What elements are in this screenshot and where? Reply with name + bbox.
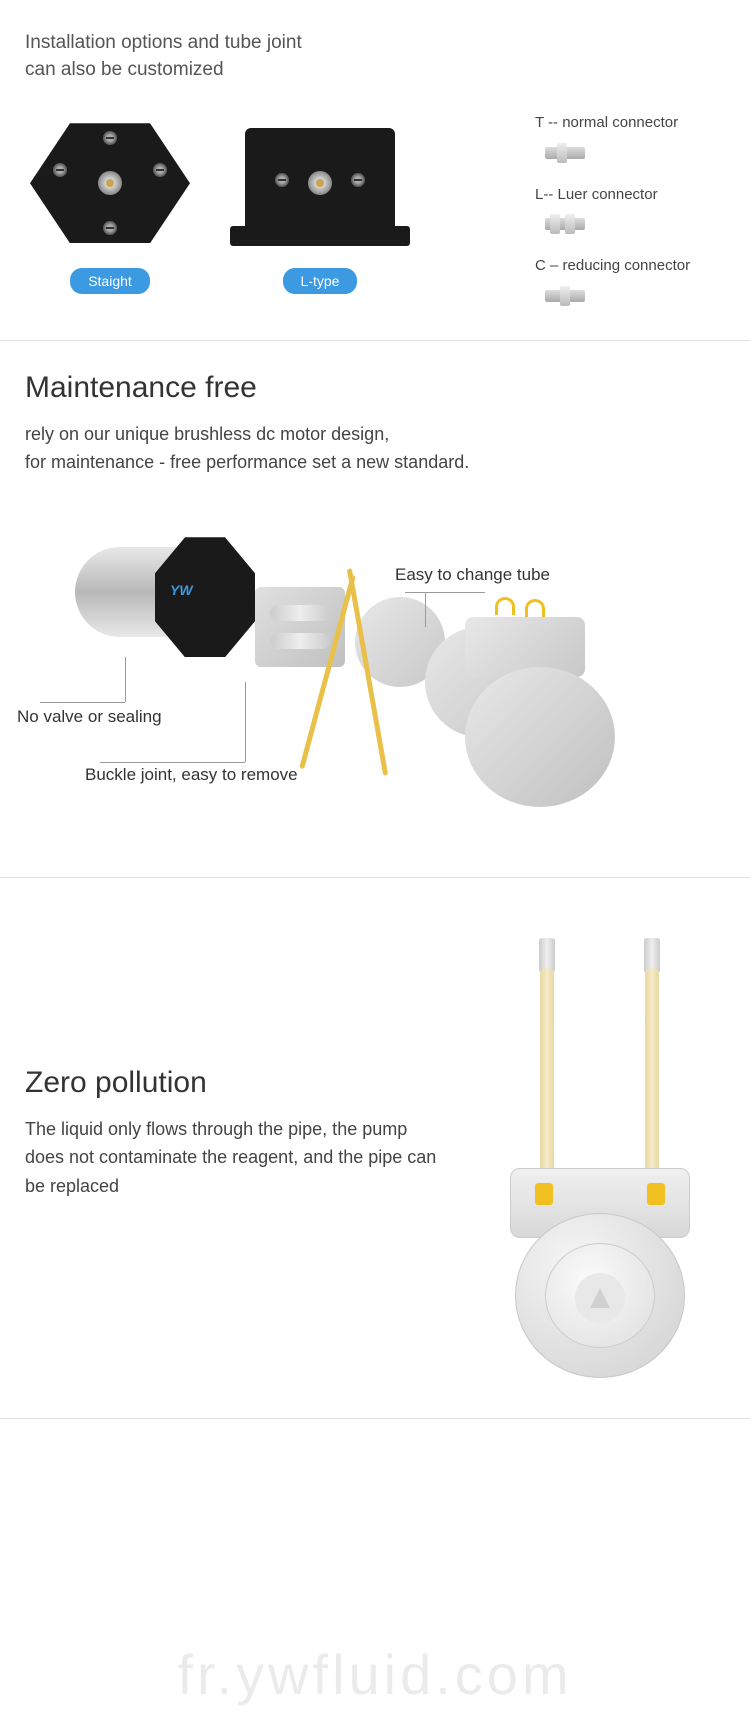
pump-ltype-shape — [235, 113, 405, 253]
install-row: Staight L-type T -- normal connector — [25, 113, 725, 310]
connector-t-label: T -- normal connector — [535, 113, 725, 133]
pump-options: Staight L-type — [25, 113, 505, 310]
callout-line — [405, 592, 485, 593]
callout-line — [100, 762, 245, 763]
connector-c: C – reducing connector — [535, 256, 725, 310]
connector-list: T -- normal connector L-- Luer connector… — [535, 113, 725, 310]
install-header-line1: Installation options and tube joint — [25, 30, 725, 57]
connector-t: T -- normal connector — [535, 113, 725, 167]
exploded-diagram: YW No valve or sealing Buckle joint, eas… — [25, 507, 725, 847]
maintenance-desc-line2: for maintenance - free performance set a… — [25, 448, 725, 477]
zero-title: Zero pollution — [25, 1066, 445, 1100]
callout-change-tube: Easy to change tube — [395, 565, 550, 585]
maintenance-desc: rely on our unique brushless dc motor de… — [25, 420, 725, 478]
ltype-base — [230, 226, 410, 246]
ltype-body — [245, 128, 395, 238]
zero-row: Zero pollution The liquid only flows thr… — [25, 908, 725, 1388]
connector-l: L-- Luer connector — [535, 185, 725, 239]
connector-c-icon — [535, 282, 595, 310]
pump-ltype: L-type — [235, 113, 405, 310]
brand-logo: YW — [170, 582, 193, 598]
installation-section: Installation options and tube joint can … — [0, 0, 750, 341]
clip-icon — [525, 599, 545, 617]
connector-c-label: C – reducing connector — [535, 256, 725, 276]
pump-ltype-label: L-type — [283, 268, 358, 294]
pump-body-icon — [465, 667, 615, 807]
clip-icon — [647, 1183, 665, 1205]
zero-pollution-section: Zero pollution The liquid only flows thr… — [0, 878, 750, 1419]
connector-l-label: L-- Luer connector — [535, 185, 725, 205]
callout-buckle: Buckle joint, easy to remove — [85, 765, 298, 785]
pump-product-image — [475, 938, 725, 1358]
clip-icon — [535, 1183, 553, 1205]
callout-line — [425, 592, 426, 627]
pump-straight-shape — [25, 113, 195, 253]
callout-line — [125, 657, 126, 702]
callout-line — [40, 702, 125, 703]
install-header: Installation options and tube joint can … — [25, 30, 725, 83]
connector-t-icon — [535, 139, 595, 167]
install-header-line2: can also be customized — [25, 57, 725, 84]
clip-icon — [495, 597, 515, 615]
maintenance-section: Maintenance free rely on our unique brus… — [0, 341, 750, 879]
pump-straight-label: Staight — [70, 268, 150, 294]
maintenance-title: Maintenance free — [25, 371, 725, 405]
shaft-icon — [98, 171, 122, 195]
pump-straight: Staight — [25, 113, 195, 310]
zero-desc: The liquid only flows through the pipe, … — [25, 1115, 445, 1201]
pump-center-icon — [575, 1273, 625, 1323]
zero-text-col: Zero pollution The liquid only flows thr… — [25, 1066, 445, 1231]
callout-line — [245, 682, 246, 762]
callout-no-valve: No valve or sealing — [17, 707, 162, 727]
maintenance-desc-line1: rely on our unique brushless dc motor de… — [25, 420, 725, 449]
connector-l-icon — [535, 210, 595, 238]
shaft-icon — [308, 171, 332, 195]
watermark: fr.ywfluid.com — [177, 1642, 572, 1707]
